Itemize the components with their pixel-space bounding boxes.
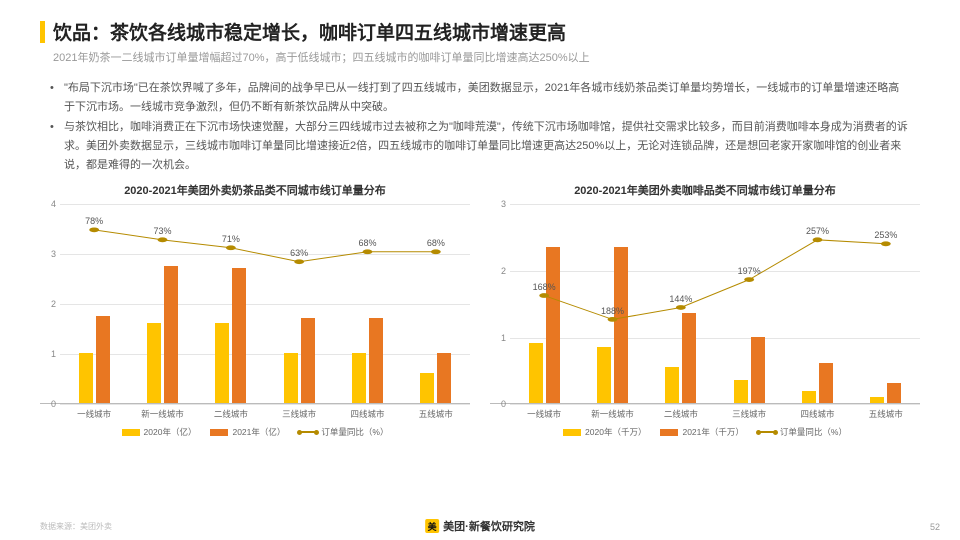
- bar-2020: [352, 353, 366, 403]
- bar-2021: [301, 318, 315, 403]
- legend-2020: 2020年（亿）: [144, 426, 197, 438]
- bar-2021: [614, 247, 628, 404]
- y-tick-label: 2: [40, 299, 56, 309]
- x-tick-label: 二线城市: [197, 404, 265, 420]
- bar-2020: [597, 347, 611, 404]
- chart-tea: 2020-2021年美团外卖奶茶品类不同城市线订单量分布 0123478%73%…: [40, 182, 470, 438]
- brand: 美 美团·新餐饮研究院: [425, 518, 535, 534]
- x-tick-label: 一线城市: [510, 404, 578, 420]
- bullet-2: 与茶饮相比，咖啡消费正在下沉市场快速觉醒，大部分三四线城市过去被称之为"咖啡荒漠…: [50, 118, 910, 174]
- legend-line: 订单量同比（%）: [780, 426, 847, 438]
- bar-2021: [682, 313, 696, 403]
- bar-2020: [215, 323, 229, 403]
- chart-coffee: 2020-2021年美团外卖咖啡品类不同城市线订单量分布 0123168%188…: [490, 182, 920, 438]
- x-tick-label: 一线城市: [60, 404, 128, 420]
- charts-row: 2020-2021年美团外卖奶茶品类不同城市线订单量分布 0123478%73%…: [0, 182, 960, 438]
- chart-tea-legend: 2020年（亿） 2021年（亿） 订单量同比（%）: [40, 426, 470, 438]
- legend-2020: 2020年（千万）: [585, 426, 646, 438]
- bar-2021: [887, 383, 901, 403]
- chart-coffee-legend: 2020年（千万） 2021年（千万） 订单量同比（%）: [490, 426, 920, 438]
- brand-icon: 美: [425, 519, 439, 533]
- bar-2020: [420, 373, 434, 403]
- x-tick-label: 三线城市: [265, 404, 333, 420]
- header: 饮品：茶饮各线城市稳定增长，咖啡订单四五线城市增速更高 2021年奶茶一二线城市…: [0, 0, 960, 69]
- bullet-1: "布局下沉市场"已在茶饮界喊了多年，品牌间的战争早已从一线打到了四五线城市，美团…: [50, 79, 910, 116]
- title-accent-bar: [40, 21, 45, 43]
- bar-2021: [437, 353, 451, 403]
- y-tick-label: 2: [490, 266, 506, 276]
- x-tick-label: 四线城市: [333, 404, 401, 420]
- brand-text: 美团·新餐饮研究院: [443, 518, 535, 534]
- bar-2020: [147, 323, 161, 403]
- chart-tea-title: 2020-2021年美团外卖奶茶品类不同城市线订单量分布: [40, 182, 470, 198]
- bar-2021: [819, 363, 833, 403]
- bar-2020: [734, 380, 748, 403]
- y-tick-label: 0: [490, 399, 506, 409]
- bar-2020: [284, 353, 298, 403]
- legend-2021: 2021年（千万）: [682, 426, 743, 438]
- bar-2021: [369, 318, 383, 403]
- x-tick-label: 三线城市: [715, 404, 783, 420]
- bar-2020: [79, 353, 93, 403]
- y-tick-label: 4: [40, 199, 56, 209]
- legend-line: 订单量同比（%）: [321, 426, 388, 438]
- x-tick-label: 新一线城市: [578, 404, 646, 420]
- bar-2021: [751, 337, 765, 404]
- bar-2020: [665, 367, 679, 404]
- bar-2021: [164, 266, 178, 404]
- y-tick-label: 0: [40, 399, 56, 409]
- y-tick-label: 1: [490, 333, 506, 343]
- bar-2021: [546, 247, 560, 404]
- chart-coffee-xlabels: 一线城市新一线城市二线城市三线城市四线城市五线城市: [510, 404, 920, 420]
- page-subtitle: 2021年奶茶一二线城市订单量增幅超过70%，高于低线城市；四五线城市的咖啡订单…: [53, 49, 920, 65]
- y-tick-label: 1: [40, 349, 56, 359]
- legend-2021: 2021年（亿）: [232, 426, 285, 438]
- chart-coffee-plot: 0123168%188%144%197%257%253%: [490, 204, 920, 404]
- chart-coffee-title: 2020-2021年美团外卖咖啡品类不同城市线订单量分布: [490, 182, 920, 198]
- bar-2020: [802, 391, 816, 403]
- data-source: 数据来源：美团外卖: [40, 521, 112, 532]
- page-title: 饮品：茶饮各线城市稳定增长，咖啡订单四五线城市增速更高: [53, 18, 566, 45]
- chart-tea-plot: 0123478%73%71%63%68%68%: [40, 204, 470, 404]
- bar-2021: [232, 268, 246, 403]
- bar-2020: [870, 397, 884, 404]
- y-tick-label: 3: [490, 199, 506, 209]
- x-tick-label: 五线城市: [402, 404, 470, 420]
- x-tick-label: 新一线城市: [128, 404, 196, 420]
- bar-2021: [96, 316, 110, 404]
- page-number: 52: [930, 522, 940, 532]
- x-tick-label: 五线城市: [852, 404, 920, 420]
- body-text: "布局下沉市场"已在茶饮界喊了多年，品牌间的战争早已从一线打到了四五线城市，美团…: [0, 69, 960, 182]
- y-tick-label: 3: [40, 249, 56, 259]
- footer: 数据来源：美团外卖 美 美团·新餐饮研究院 52: [0, 521, 960, 540]
- bar-2020: [529, 343, 543, 403]
- x-tick-label: 四线城市: [783, 404, 851, 420]
- chart-tea-xlabels: 一线城市新一线城市二线城市三线城市四线城市五线城市: [60, 404, 470, 420]
- x-tick-label: 二线城市: [647, 404, 715, 420]
